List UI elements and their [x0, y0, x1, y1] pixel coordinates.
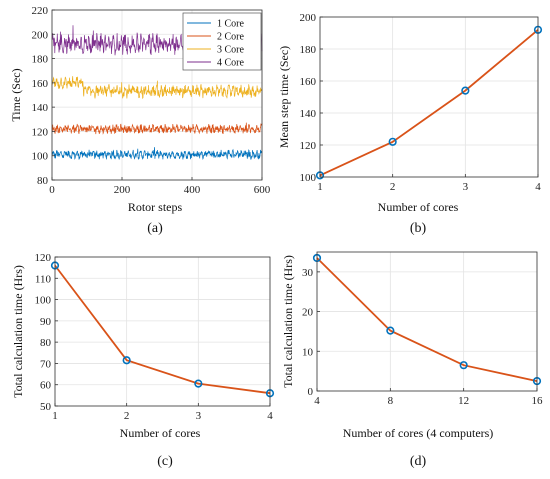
x-tick-label: 3: [196, 410, 202, 422]
x-axis-label: Number of cores: [378, 200, 459, 214]
y-axis-label: Mean step time (Sec): [277, 46, 291, 148]
y-tick-label: 100: [32, 151, 49, 163]
y-tick-label: 120: [35, 252, 52, 264]
series-line: [319, 29, 539, 177]
series-line-1-core: [51, 147, 263, 161]
y-tick-label: 60: [40, 380, 52, 392]
data-point: [459, 361, 468, 370]
y-tick-label: 120: [300, 140, 317, 152]
y-axis-label: Total calculation time (Hrs): [281, 255, 295, 388]
x-tick-label: 2: [390, 181, 396, 193]
panel-d: 4 8 12 16 0 10 20 30 Number of cores (4 computer…: [281, 251, 544, 469]
y-tick-label: 0: [308, 386, 314, 398]
x-tick-label: 4: [267, 410, 273, 422]
y-tick-label: 100: [300, 172, 317, 184]
y-axis-label: Time (Sec): [9, 68, 23, 121]
series-group: [51, 22, 263, 161]
y-tick-label: 110: [35, 273, 52, 285]
y-tick-label: 220: [32, 5, 49, 17]
x-tick-label: 3: [463, 181, 469, 193]
panel-caption: (d): [410, 454, 427, 469]
x-tick-label: 1: [317, 181, 323, 193]
y-tick-label: 50: [40, 401, 52, 413]
x-tick-label: 16: [532, 395, 544, 407]
x-tick-label: 0: [49, 184, 55, 196]
legend-label: 3 Core: [217, 45, 245, 56]
y-tick-label: 120: [32, 126, 49, 138]
data-point: [122, 356, 131, 365]
data-point: [386, 326, 395, 335]
y-tick-label: 200: [32, 29, 49, 41]
x-tick-label: 200: [114, 184, 131, 196]
y-tick-label: 160: [32, 78, 49, 90]
y-tick-label: 180: [300, 44, 317, 56]
panel-b: 1 2 3 4 100 120 140 160 180 200 Number of cores Mea…: [277, 12, 543, 236]
series-line-3-core: [51, 76, 263, 100]
series-line: [54, 264, 271, 395]
axes-frame: [51, 9, 263, 181]
y-tick-label: 180: [32, 54, 49, 66]
x-tick-label: 1: [52, 410, 58, 422]
axes-frame: [319, 16, 539, 178]
axes-frame: [316, 251, 538, 392]
legend-label: 1 Core: [217, 19, 245, 30]
series-line: [316, 257, 538, 382]
y-tick-label: 140: [300, 108, 317, 120]
x-tick-label: 2: [124, 410, 130, 422]
legend-label: 2 Core: [217, 32, 245, 43]
y-tick-label: 10: [302, 346, 314, 358]
y-axis-label: Total calculation time (Hrs): [11, 265, 25, 398]
y-tick-label: 140: [32, 102, 49, 114]
panel-c: 1 2 3 4 50 60 70 80 90 100 110 120 Number of cores To…: [11, 252, 275, 469]
y-tick-label: 80: [40, 337, 52, 349]
panel-caption: (a): [147, 221, 163, 236]
legend-label: 4 Core: [217, 58, 245, 69]
series-line-2-core: [51, 122, 263, 135]
y-tick-label: 90: [40, 316, 52, 328]
y-tick-label: 80: [37, 175, 49, 187]
x-axis-label: Number of cores (4 computers): [343, 426, 494, 440]
y-tick-label: 100: [35, 295, 52, 307]
axes-frame: [54, 256, 271, 407]
legend: 1 Core 2 Core 3 Core 4 Core: [182, 12, 262, 71]
x-axis-label: Rotor steps: [128, 200, 183, 214]
x-tick-label: 4: [314, 395, 320, 407]
data-point: [461, 86, 470, 95]
y-tick-label: 200: [300, 12, 317, 24]
x-tick-label: 400: [184, 184, 201, 196]
y-tick-label: 30: [302, 267, 314, 279]
panel-a: 1 Core 2 Core 3 Core 4 Core 0 200 400 600 80 100 1…: [9, 5, 271, 236]
x-tick-label: 600: [254, 184, 271, 196]
x-axis-label: Number of cores: [120, 426, 201, 440]
x-tick-label: 4: [535, 181, 541, 193]
panel-caption: (b): [410, 221, 427, 236]
x-tick-label: 12: [458, 395, 469, 407]
data-point: [194, 379, 203, 388]
y-tick-label: 70: [40, 358, 52, 370]
panel-caption: (c): [157, 454, 173, 469]
data-point: [388, 137, 397, 146]
y-tick-label: 20: [302, 307, 314, 319]
y-tick-label: 160: [300, 76, 317, 88]
x-tick-label: 8: [388, 395, 394, 407]
